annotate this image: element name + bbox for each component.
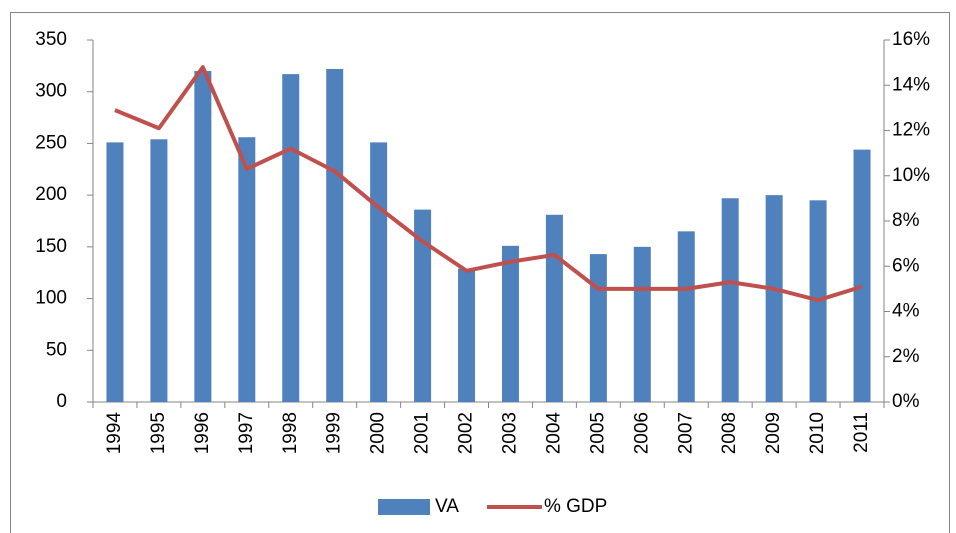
y2-tick-label: 0% bbox=[892, 391, 920, 412]
bar bbox=[853, 149, 871, 402]
bar bbox=[677, 231, 695, 402]
line bbox=[114, 65, 863, 303]
x-tick-label: 2001 bbox=[412, 412, 433, 454]
bar bbox=[414, 209, 432, 402]
y2-tick-label: 10% bbox=[892, 165, 930, 186]
y-tick-label: 100 bbox=[35, 288, 67, 309]
x-tick-label: 2007 bbox=[675, 412, 696, 454]
x-tick-label: 2011 bbox=[851, 412, 872, 453]
legend-label: VA bbox=[435, 496, 459, 517]
y2-tick-label: 12% bbox=[892, 120, 930, 141]
y2-tick-label: 14% bbox=[892, 74, 930, 95]
bar bbox=[721, 198, 739, 402]
x-tick-label: 2006 bbox=[631, 412, 652, 454]
legend-label: % GDP bbox=[544, 496, 607, 517]
x-tick-label: 2002 bbox=[456, 412, 477, 454]
y-tick-label: 0 bbox=[56, 391, 67, 412]
y-tick-label: 50 bbox=[46, 339, 67, 360]
bar bbox=[633, 246, 651, 402]
x-tick-label: 1999 bbox=[324, 412, 345, 454]
y-tick-label: 250 bbox=[35, 132, 67, 153]
x-tick-label: 1995 bbox=[148, 412, 169, 454]
y2-tick-label: 16% bbox=[892, 29, 930, 50]
x-tick-label: 2010 bbox=[807, 412, 828, 454]
x-tick-label: 2004 bbox=[543, 412, 564, 455]
y2-tick-label: 8% bbox=[892, 210, 920, 231]
bar bbox=[194, 71, 212, 403]
y2-tick-label: 6% bbox=[892, 255, 920, 276]
legend-swatch bbox=[378, 499, 430, 515]
bar bbox=[765, 195, 783, 402]
x-tick-label: 2003 bbox=[499, 412, 520, 454]
x-tick-label: 1997 bbox=[236, 412, 257, 454]
bar bbox=[545, 214, 563, 402]
y2-tick-label: 2% bbox=[892, 346, 920, 367]
bar bbox=[458, 268, 476, 402]
y-tick-label: 350 bbox=[35, 29, 67, 50]
x-tick-label: 1998 bbox=[280, 412, 301, 454]
bar bbox=[501, 245, 519, 402]
bar bbox=[589, 254, 607, 402]
y-tick-label: 200 bbox=[35, 184, 67, 205]
bar bbox=[282, 74, 300, 402]
x-tick-label: 2000 bbox=[368, 412, 389, 454]
bar bbox=[150, 139, 168, 402]
bar bbox=[326, 68, 344, 403]
bar bbox=[238, 137, 256, 403]
x-tick-label: 2008 bbox=[719, 412, 740, 454]
bar bbox=[370, 142, 388, 402]
x-tick-label: 1994 bbox=[104, 412, 125, 455]
x-tick-label: 1996 bbox=[192, 412, 213, 454]
y-tick-label: 300 bbox=[35, 81, 67, 102]
x-tick-label: 2009 bbox=[763, 412, 784, 454]
y2-tick-label: 4% bbox=[892, 301, 920, 322]
chart-frame bbox=[10, 12, 950, 533]
bar bbox=[106, 142, 124, 402]
y-tick-label: 150 bbox=[35, 236, 67, 257]
x-tick-label: 2005 bbox=[587, 412, 608, 454]
